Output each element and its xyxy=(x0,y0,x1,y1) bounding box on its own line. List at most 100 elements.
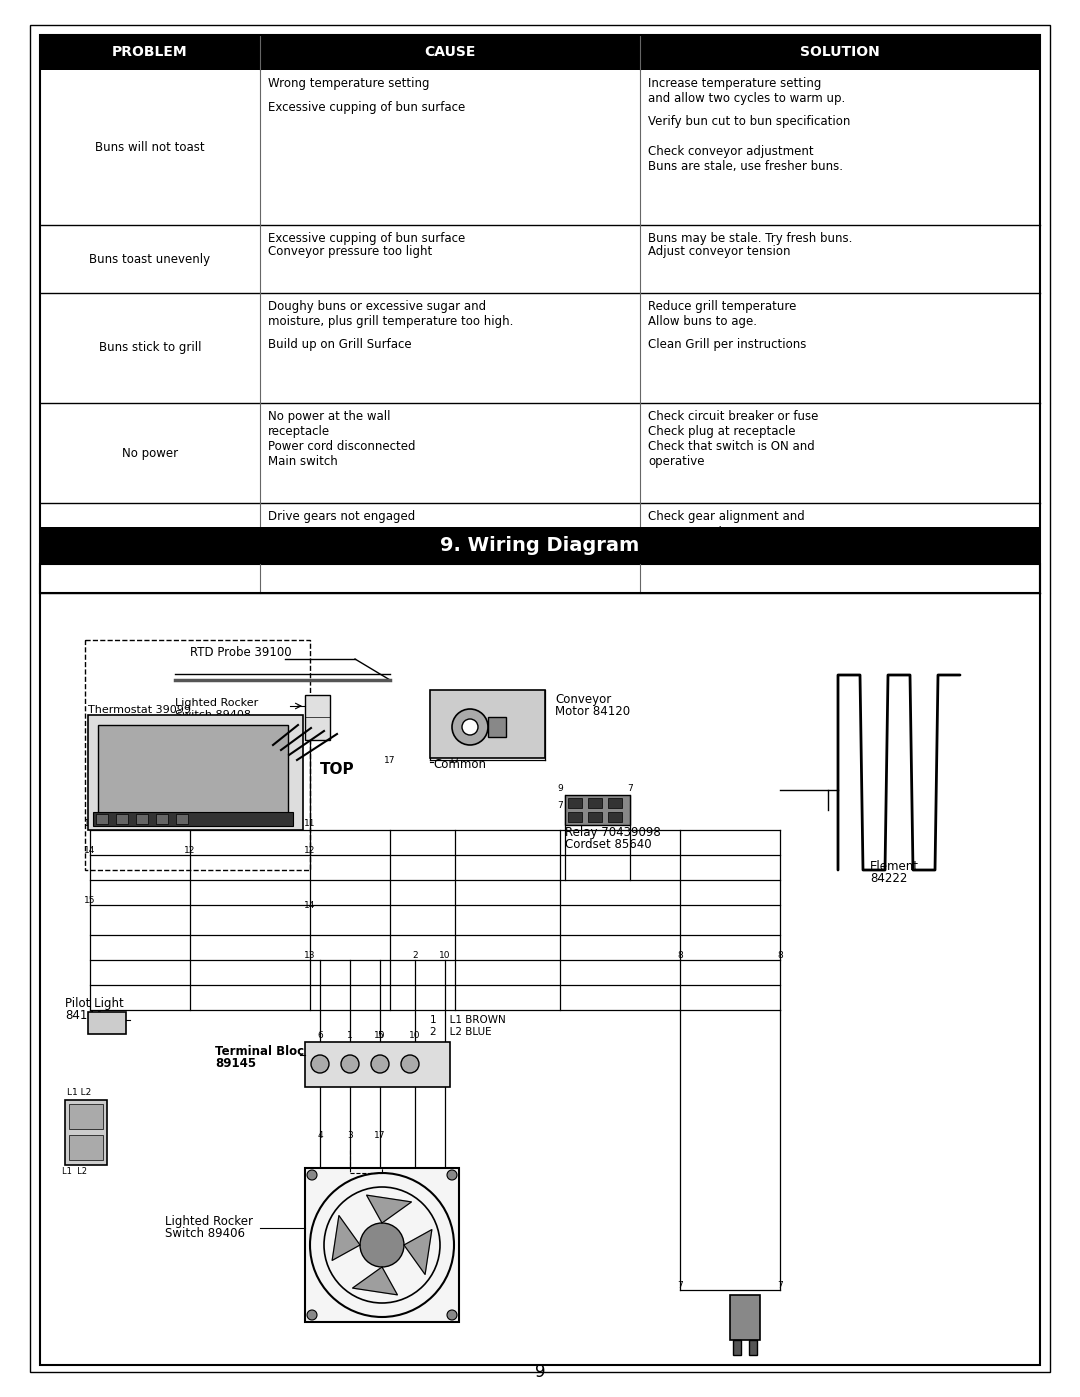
Text: Wrong temperature setting: Wrong temperature setting xyxy=(268,77,430,89)
Bar xyxy=(750,1340,757,1355)
Bar xyxy=(733,1340,741,1355)
Text: Buns may be stale. Try fresh buns.: Buns may be stale. Try fresh buns. xyxy=(648,232,852,244)
Text: L1 L2: L1 L2 xyxy=(67,1088,91,1097)
Text: 8: 8 xyxy=(677,951,683,960)
Bar xyxy=(87,1011,126,1034)
Text: Terminal Block: Terminal Block xyxy=(215,1045,312,1058)
Text: Relay 70439098: Relay 70439098 xyxy=(565,826,661,840)
Text: Lighted Rocker: Lighted Rocker xyxy=(165,1215,253,1228)
Bar xyxy=(568,798,582,807)
Text: 12: 12 xyxy=(305,847,315,855)
Text: Reduce grill temperature
Allow buns to age.: Reduce grill temperature Allow buns to a… xyxy=(648,300,796,328)
Text: 84144: 84144 xyxy=(65,1009,103,1023)
Text: 208 Side: 208 Side xyxy=(435,693,486,705)
Polygon shape xyxy=(352,1267,397,1295)
Bar xyxy=(430,690,545,759)
Text: 10: 10 xyxy=(440,951,450,960)
Text: Switch 89406: Switch 89406 xyxy=(165,1227,245,1241)
Circle shape xyxy=(341,1055,359,1073)
Text: CAUSE: CAUSE xyxy=(424,46,475,60)
Text: Check screws and tighten if required: Check screws and tighten if required xyxy=(648,548,865,560)
Bar xyxy=(565,795,630,826)
Text: 7: 7 xyxy=(677,1281,683,1289)
Text: 84222: 84222 xyxy=(870,872,907,886)
Text: 15: 15 xyxy=(84,895,96,905)
Circle shape xyxy=(401,1055,419,1073)
Text: 11: 11 xyxy=(305,819,315,828)
Text: 4: 4 xyxy=(318,1132,323,1140)
Circle shape xyxy=(462,719,478,735)
Text: 10: 10 xyxy=(375,1031,386,1039)
Bar xyxy=(96,814,108,824)
Text: Motor 84120: Motor 84120 xyxy=(555,705,630,718)
Polygon shape xyxy=(404,1229,432,1274)
Circle shape xyxy=(447,1310,457,1320)
Text: 11: 11 xyxy=(185,819,195,828)
Text: 2: 2 xyxy=(413,951,418,960)
Text: 11: 11 xyxy=(84,819,96,828)
Text: Cordset 85640: Cordset 85640 xyxy=(565,838,651,851)
Bar xyxy=(116,814,129,824)
Text: Switch 89408: Switch 89408 xyxy=(175,710,251,719)
Text: 8: 8 xyxy=(778,951,783,960)
Text: TOP: TOP xyxy=(320,763,354,778)
Bar xyxy=(608,812,622,821)
Text: 9: 9 xyxy=(535,1363,545,1382)
Bar xyxy=(730,1295,760,1340)
Text: Excessive cupping of bun surface: Excessive cupping of bun surface xyxy=(268,102,465,115)
Bar xyxy=(156,814,168,824)
Text: 14: 14 xyxy=(305,901,315,909)
Text: 6: 6 xyxy=(318,1031,323,1039)
Text: Common: Common xyxy=(433,759,486,771)
Text: 10: 10 xyxy=(409,1031,421,1039)
Bar xyxy=(176,814,188,824)
Text: Drive gears not engaged: Drive gears not engaged xyxy=(268,510,415,522)
Circle shape xyxy=(453,710,488,745)
Text: 14: 14 xyxy=(84,847,96,855)
Text: 1    L1 BROWN: 1 L1 BROWN xyxy=(430,1016,505,1025)
Bar xyxy=(305,1168,459,1322)
Text: Check gear alignment and
engagement: Check gear alignment and engagement xyxy=(648,510,805,538)
Text: 7: 7 xyxy=(557,800,563,810)
Text: No power: No power xyxy=(122,447,178,460)
Text: 9. Wiring Diagram: 9. Wiring Diagram xyxy=(441,536,639,555)
Circle shape xyxy=(360,1222,404,1267)
Circle shape xyxy=(307,1171,318,1180)
Polygon shape xyxy=(366,1194,411,1222)
Polygon shape xyxy=(333,1215,360,1260)
Bar xyxy=(69,1104,103,1129)
Text: 17: 17 xyxy=(384,756,395,766)
Text: 9: 9 xyxy=(557,784,563,793)
Text: Gear set screws not tight: Gear set screws not tight xyxy=(268,534,417,548)
Text: Doughy buns or excessive sugar and
moisture, plus grill temperature too high.: Doughy buns or excessive sugar and moist… xyxy=(268,300,513,328)
Bar xyxy=(93,812,293,826)
Circle shape xyxy=(447,1171,457,1180)
Bar xyxy=(87,715,303,830)
Text: 17: 17 xyxy=(375,1132,386,1140)
Text: 17: 17 xyxy=(449,756,461,766)
Text: Buns toast unevenly: Buns toast unevenly xyxy=(90,253,211,265)
Text: 3: 3 xyxy=(347,1132,353,1140)
Circle shape xyxy=(307,1310,318,1320)
Text: Conveyor will not turn
(Motor turns): Conveyor will not turn (Motor turns) xyxy=(84,534,216,562)
Text: 7: 7 xyxy=(778,1281,783,1289)
Text: Build up on Grill Surface: Build up on Grill Surface xyxy=(268,338,411,351)
Bar xyxy=(40,564,1040,1365)
Text: No power at the wall
receptacle
Power cord disconnected
Main switch: No power at the wall receptacle Power co… xyxy=(268,409,416,468)
Bar xyxy=(488,717,507,738)
Circle shape xyxy=(372,1055,389,1073)
Text: 1: 1 xyxy=(347,1031,353,1039)
Text: Excessive cupping of bun surface: Excessive cupping of bun surface xyxy=(268,232,465,244)
Bar xyxy=(136,814,148,824)
Text: Element: Element xyxy=(870,861,919,873)
Bar xyxy=(98,725,288,814)
Text: 7: 7 xyxy=(627,784,633,793)
Bar xyxy=(40,35,1040,592)
Text: 4: 4 xyxy=(307,1078,313,1087)
Bar xyxy=(568,812,582,821)
Text: Buns stick to grill: Buns stick to grill xyxy=(98,341,201,355)
Text: Adjust conveyor tension: Adjust conveyor tension xyxy=(648,246,791,258)
Bar xyxy=(588,812,602,821)
Bar xyxy=(69,1134,103,1160)
Text: Conveyor pressure too light: Conveyor pressure too light xyxy=(268,246,432,258)
